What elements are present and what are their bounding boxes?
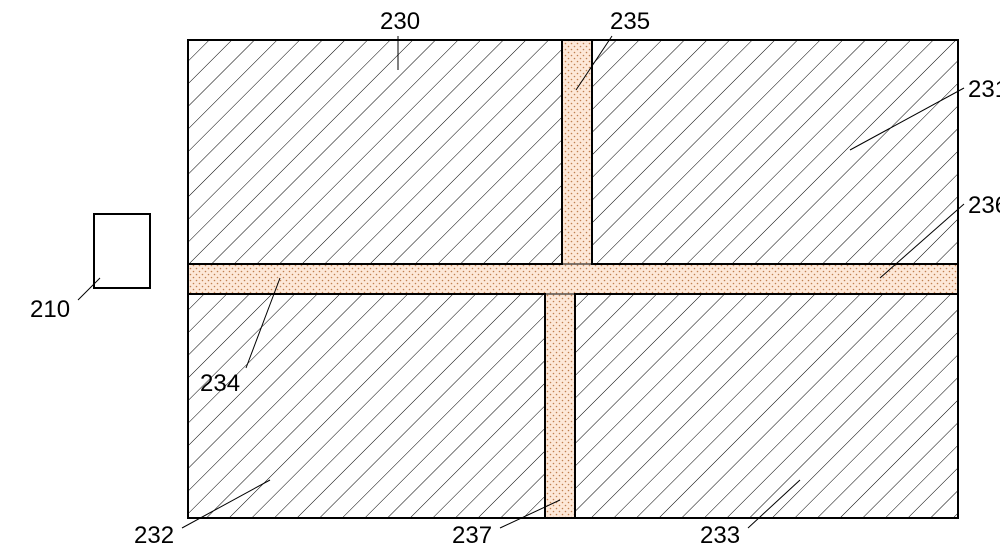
quadrant-br: [575, 294, 958, 518]
label-231: 231: [968, 76, 1000, 104]
label-210: 210: [30, 296, 70, 324]
diagram-svg: [0, 0, 1000, 543]
quadrant-tr: [592, 40, 958, 264]
diagram-canvas: 230235231236210234232237233: [0, 0, 1000, 543]
quadrant-tl: [188, 40, 562, 264]
label-232: 232: [134, 522, 174, 550]
label-233: 233: [700, 522, 740, 550]
label-234: 234: [200, 370, 240, 398]
small-rect-210: [94, 214, 150, 288]
label-235: 235: [610, 8, 650, 36]
label-237: 237: [452, 522, 492, 550]
label-236: 236: [968, 192, 1000, 220]
quadrant-bl: [188, 294, 545, 518]
label-230: 230: [380, 8, 420, 36]
